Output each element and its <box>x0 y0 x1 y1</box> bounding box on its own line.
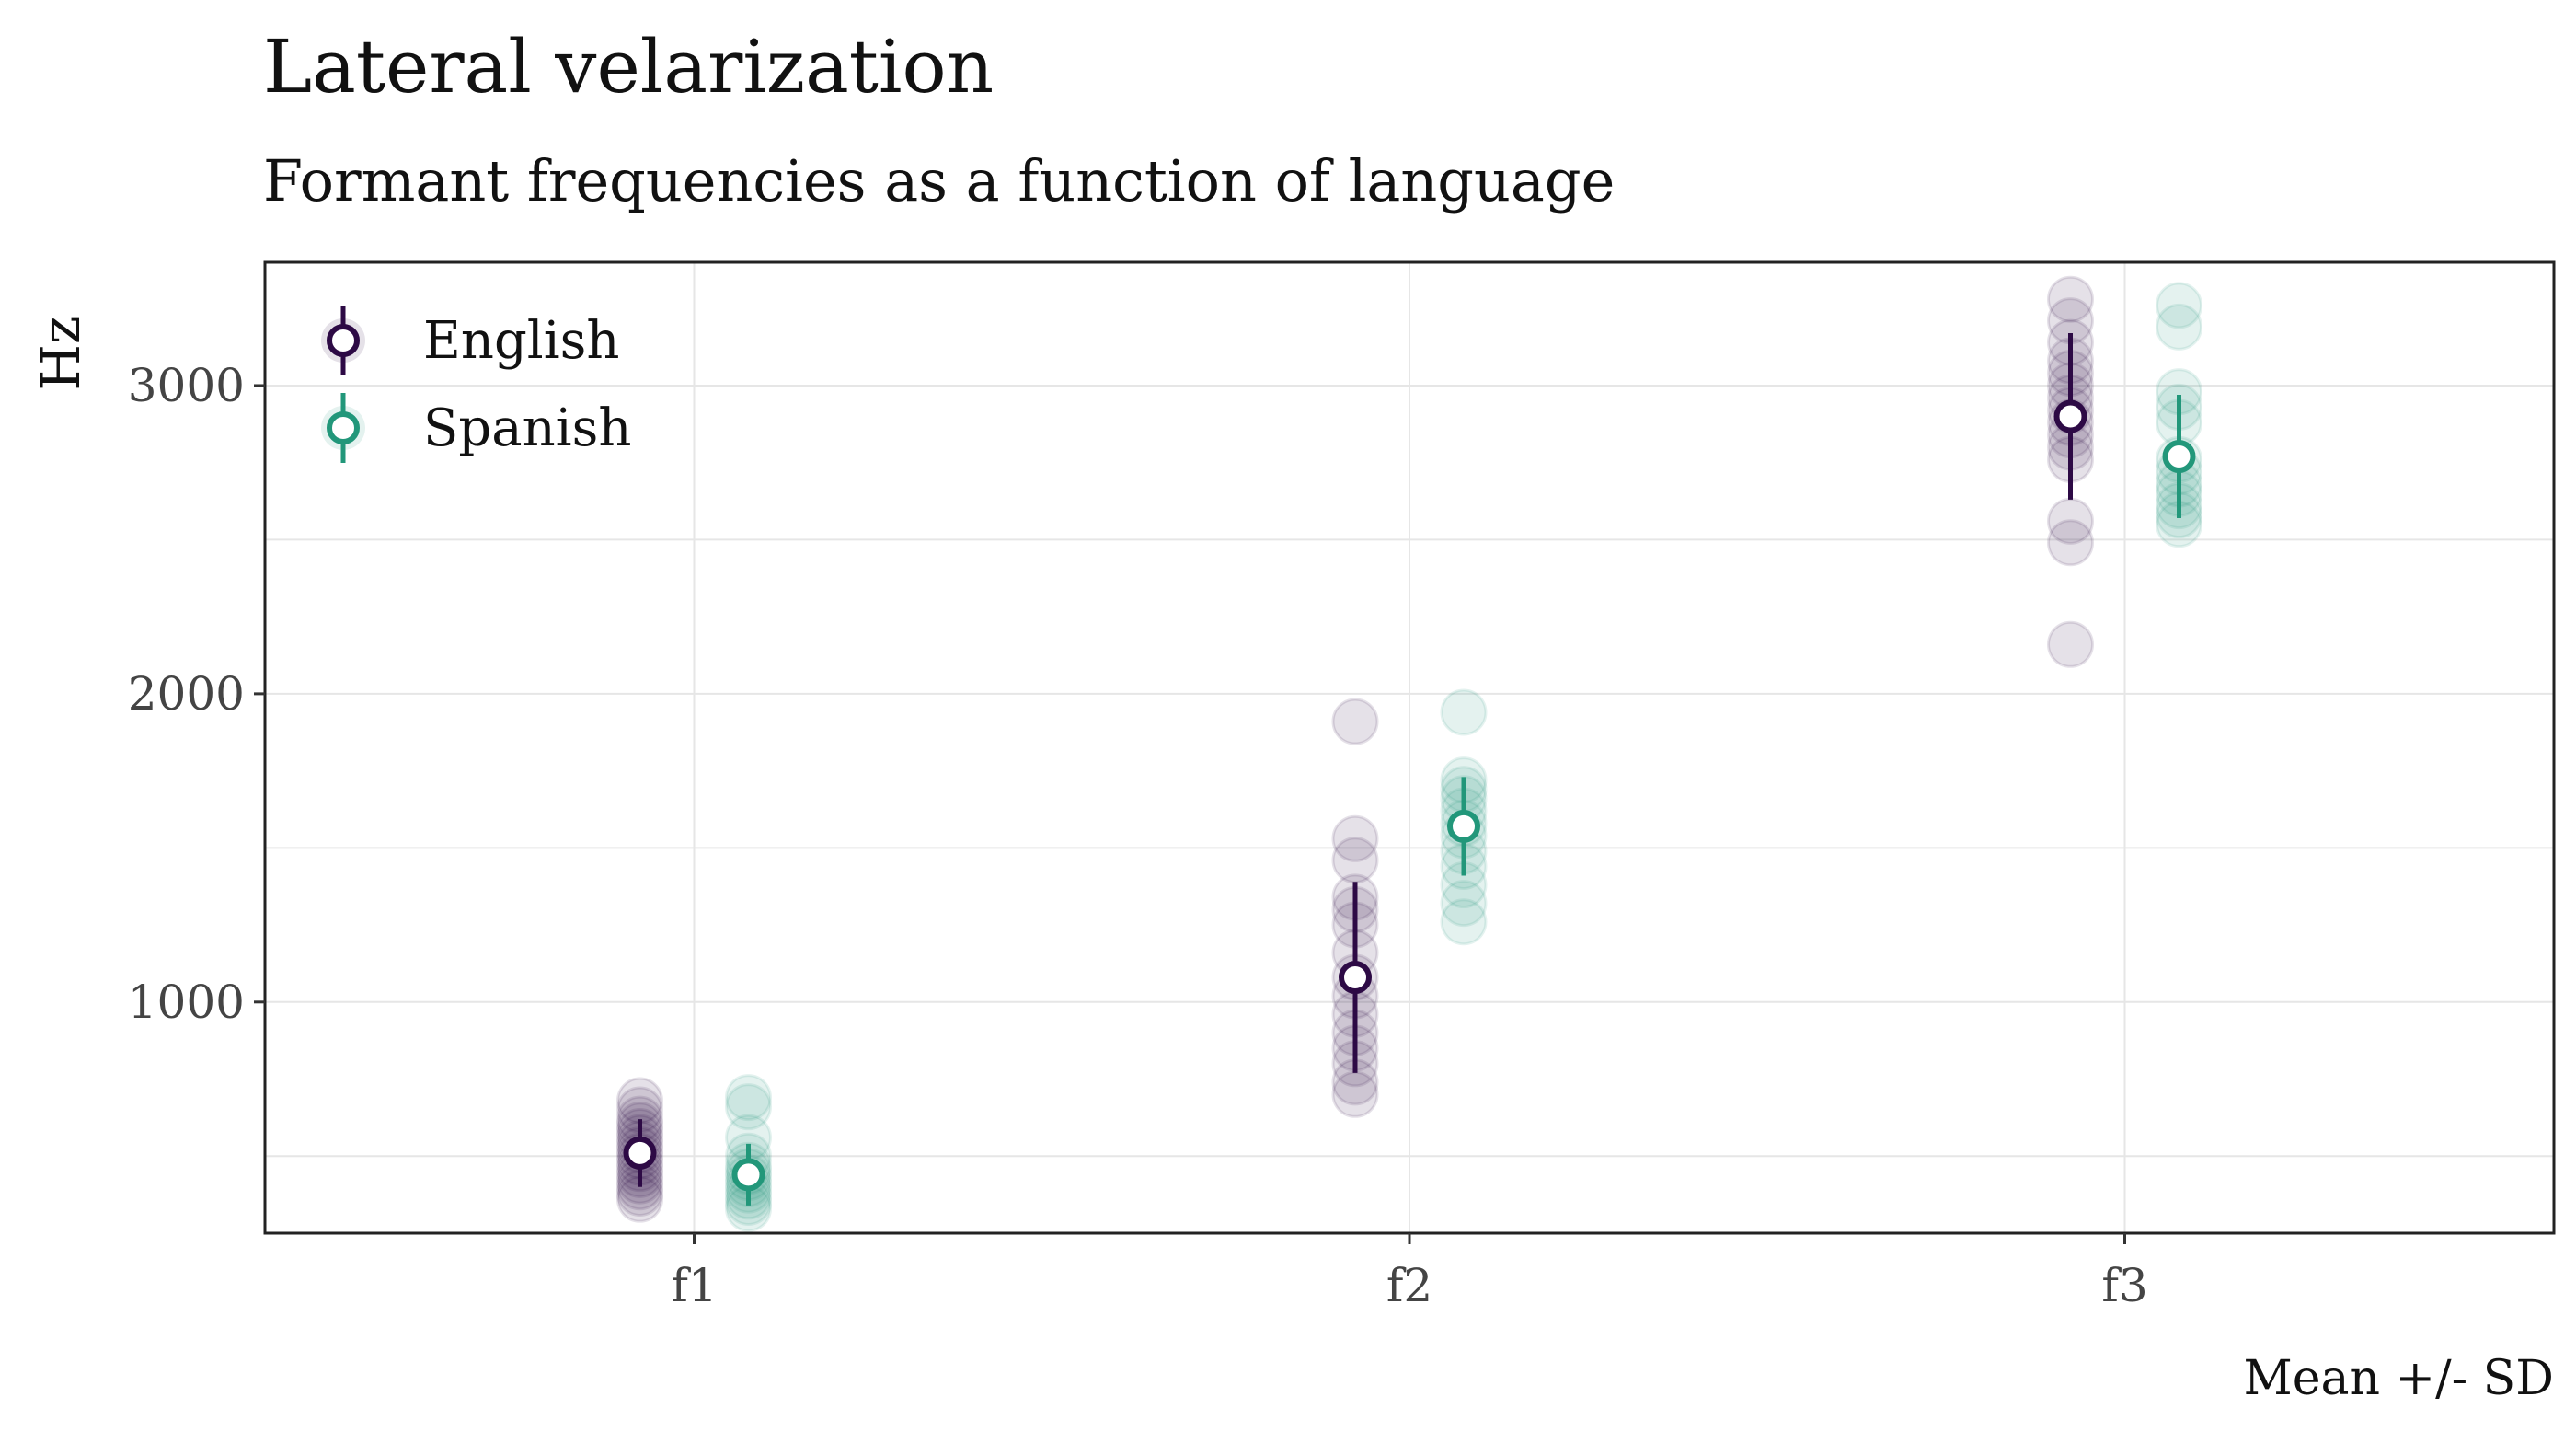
legend-key-point <box>327 324 360 357</box>
data-point <box>2047 519 2094 567</box>
chart-title: Lateral velarization <box>263 24 994 110</box>
legend-key-point <box>327 411 360 444</box>
mean-point <box>1447 809 1480 843</box>
chart-subtitle: Formant frequencies as a function of lan… <box>263 147 1615 214</box>
legend-label: English <box>423 311 619 371</box>
chart-caption: Mean +/- SD <box>2243 1351 2554 1406</box>
data-point <box>1331 814 1379 862</box>
y-axis-label: Hz <box>29 316 92 390</box>
data-point <box>2156 303 2202 351</box>
data-point <box>1331 1070 1379 1118</box>
grid-layer <box>265 262 2554 1233</box>
data-point <box>2047 620 2094 668</box>
mean-point <box>2053 399 2087 433</box>
x-tick-label: f3 <box>2101 1259 2147 1312</box>
mean-point <box>731 1158 765 1192</box>
y-tick-label: 1000 <box>128 975 245 1029</box>
data-point <box>2047 275 2094 323</box>
y-tick-label: 3000 <box>128 359 245 412</box>
mean-point <box>2162 440 2196 473</box>
mean-point <box>1339 961 1372 995</box>
x-tick-label: f1 <box>671 1259 717 1312</box>
legend: English Spanish <box>321 306 631 463</box>
data-point <box>2156 282 2202 329</box>
x-tick-label: f2 <box>1386 1259 1432 1312</box>
mean-point <box>623 1136 657 1170</box>
data-point <box>1440 880 1488 928</box>
legend-label: Spanish <box>423 398 631 458</box>
y-tick-label: 2000 <box>128 667 245 721</box>
data-point <box>725 1074 772 1122</box>
summary-layer <box>623 333 2196 1206</box>
axis-layer: 1000 2000 3000 f1 f2 f3 <box>128 359 2148 1312</box>
data-point <box>1440 688 1488 736</box>
data-point <box>1440 898 1488 946</box>
data-point <box>725 1083 772 1131</box>
data-point <box>1331 698 1379 745</box>
